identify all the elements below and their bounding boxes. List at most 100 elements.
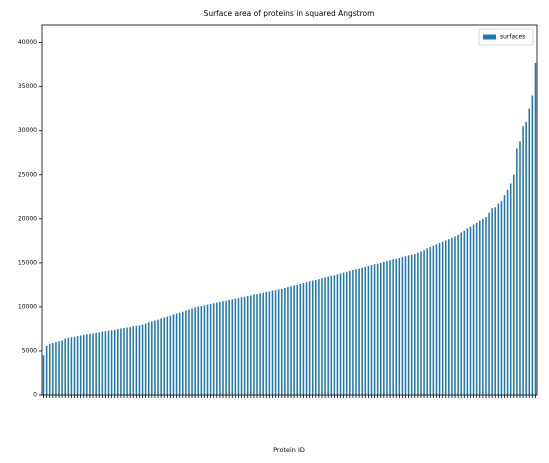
bar [349, 270, 351, 395]
bar [225, 300, 227, 395]
bar [259, 293, 261, 395]
bar [113, 329, 116, 395]
bar [410, 254, 413, 395]
bar [157, 319, 159, 395]
bar [138, 325, 141, 395]
bar [284, 287, 286, 395]
y-tick-label: 10000 [18, 303, 37, 310]
bar [64, 338, 66, 395]
bar [274, 290, 277, 395]
bar [178, 312, 181, 395]
bar [110, 330, 113, 395]
x-axis-label: Protein ID [273, 446, 305, 454]
bar [234, 298, 237, 395]
bar [466, 228, 469, 395]
bar [253, 294, 255, 395]
bar [237, 298, 240, 395]
bar [457, 234, 459, 395]
bar [67, 337, 70, 395]
bar [333, 275, 336, 395]
bar [355, 269, 357, 395]
bar [420, 251, 422, 395]
bar [280, 288, 283, 395]
bar [478, 220, 481, 395]
bar [435, 244, 438, 395]
bar [154, 320, 156, 395]
bar [485, 217, 487, 395]
bar [389, 260, 391, 395]
bar [271, 290, 274, 395]
bar [76, 335, 79, 395]
bar [268, 291, 271, 395]
bar [126, 327, 128, 395]
bar [243, 296, 246, 395]
y-tick-label: 5000 [22, 347, 37, 354]
bar [373, 264, 376, 395]
bar [135, 325, 138, 395]
bar [429, 247, 432, 395]
bar [188, 309, 190, 395]
legend-swatch [483, 34, 496, 40]
bar [519, 141, 521, 395]
y-tick-label: 40000 [18, 39, 37, 46]
bar [262, 292, 264, 395]
bar [497, 203, 500, 395]
bar [144, 323, 147, 395]
bar [98, 332, 101, 395]
bar [525, 121, 527, 396]
bar [367, 265, 370, 395]
bar [172, 314, 175, 395]
bar [175, 313, 178, 395]
bar [361, 267, 363, 395]
bar [107, 330, 110, 395]
bar [200, 306, 203, 395]
bar [370, 265, 373, 395]
bar [358, 268, 360, 395]
chart-title: Surface area of proteins in squared Angs… [204, 9, 375, 18]
plot-frame [41, 24, 538, 396]
bar [469, 226, 472, 395]
bar [82, 335, 85, 395]
y-tick-label: 35000 [18, 83, 37, 90]
bar [345, 271, 348, 395]
bar [414, 254, 416, 395]
bar [308, 281, 311, 395]
bar [302, 283, 305, 395]
bar [475, 222, 478, 395]
bar [123, 328, 125, 395]
bar [222, 301, 224, 395]
bar [379, 262, 382, 395]
bar [311, 280, 314, 395]
bar [404, 256, 407, 395]
bar [506, 189, 509, 395]
bar [386, 261, 388, 395]
bar [494, 207, 497, 395]
bar [336, 274, 339, 395]
bar [250, 295, 252, 395]
bar [169, 315, 172, 395]
bar [194, 307, 196, 395]
bar [73, 336, 76, 395]
bar [151, 321, 153, 395]
bar [342, 272, 345, 395]
bar [45, 345, 48, 395]
bar [401, 257, 404, 395]
bar [277, 289, 280, 395]
bar [432, 245, 435, 395]
bar [463, 230, 466, 395]
bar [70, 337, 73, 395]
bar [163, 317, 165, 395]
bar [315, 280, 317, 395]
bar [120, 328, 122, 395]
bar [472, 224, 475, 395]
bar [305, 282, 308, 395]
bar [438, 243, 441, 395]
bar [528, 108, 531, 395]
legend-label: surfaces [500, 34, 525, 41]
bar [491, 208, 493, 395]
bar [55, 342, 57, 395]
bar [534, 62, 537, 395]
y-tick-label: 30000 [18, 127, 37, 134]
bar [321, 278, 323, 395]
